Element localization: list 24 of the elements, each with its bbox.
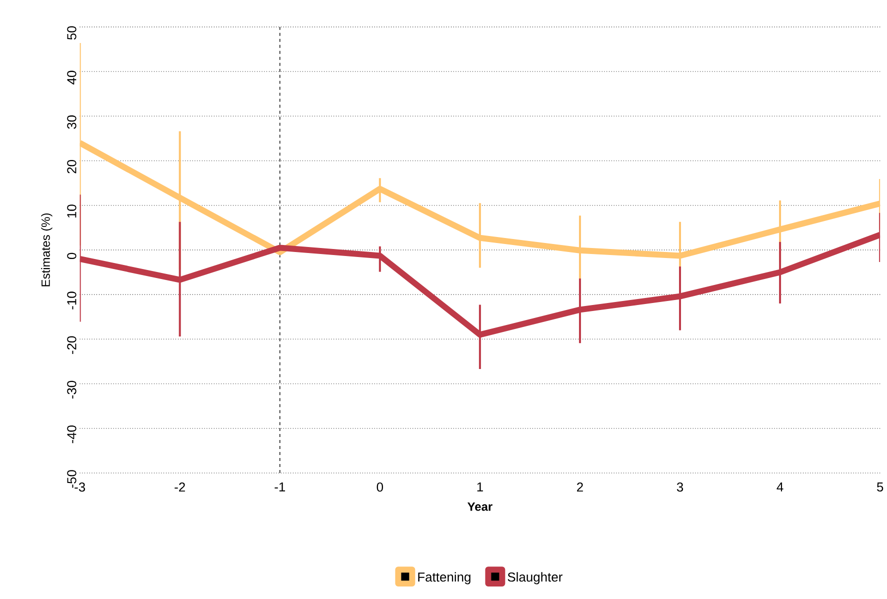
legend-label: Fattening: [418, 572, 470, 584]
legend-label: Slaughter: [508, 572, 562, 584]
x-tick-label: 4: [776, 482, 784, 492]
y-tick-label: -10: [67, 292, 76, 310]
x-tick-label: -3: [74, 482, 86, 492]
x-tick-label: 2: [577, 482, 583, 492]
x-tick-label: 5: [876, 482, 884, 492]
y-tick-label: -30: [67, 381, 76, 399]
y-tick-label: -40: [67, 426, 76, 444]
y-tick-label: 10: [67, 204, 76, 218]
y-axis-title: Estimates (%): [41, 214, 52, 286]
x-tick-label: 1: [477, 482, 483, 492]
y-tick-label: 30: [67, 116, 76, 129]
y-tick-label: -50: [67, 470, 76, 488]
y-tick-label: -20: [67, 336, 76, 354]
y-tick-label: 20: [67, 160, 76, 174]
x-tick-label: -2: [174, 482, 185, 492]
x-tick-label: -1: [274, 482, 286, 492]
y-tick-label: 40: [67, 70, 76, 85]
x-tick-label: 0: [376, 482, 384, 492]
x-tick-label: 3: [676, 482, 684, 492]
y-tick-label: 0: [67, 252, 76, 260]
x-axis-title: Year: [468, 502, 492, 512]
y-tick-label: 50: [67, 26, 76, 40]
